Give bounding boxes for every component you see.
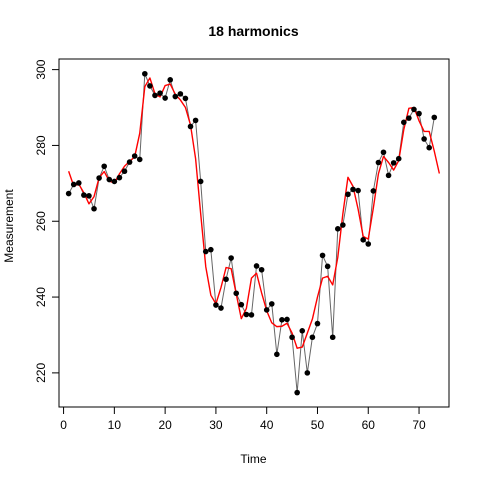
observed-point <box>228 255 234 261</box>
observed-point <box>253 263 260 269</box>
observed-point <box>243 311 250 318</box>
observed-point <box>279 317 285 323</box>
observed-point <box>238 301 245 308</box>
observed-point <box>406 115 412 121</box>
observed-point <box>65 190 72 197</box>
observed-point <box>111 178 118 185</box>
observed-point <box>340 222 346 228</box>
observed-point <box>121 168 128 175</box>
observed-point <box>187 123 194 130</box>
x-tick-label: 20 <box>158 418 172 432</box>
observed-point <box>233 290 240 297</box>
y-tick-label: 220 <box>34 363 48 383</box>
observed-point <box>263 307 270 313</box>
x-tick-label: 0 <box>60 418 67 432</box>
observed-point <box>70 181 77 188</box>
observed-point <box>294 389 300 396</box>
observed-point <box>314 320 321 327</box>
y-tick-label: 240 <box>34 287 48 307</box>
observed-point <box>268 301 275 307</box>
observed-point <box>258 266 265 273</box>
observed-point <box>421 136 427 142</box>
observed-point <box>81 192 87 198</box>
observed-point <box>142 70 148 77</box>
observed-point <box>202 248 209 255</box>
x-axis-title: Time <box>240 452 267 466</box>
series-layer <box>65 70 441 396</box>
y-tick-label: 280 <box>34 135 48 155</box>
observed-point <box>152 92 158 99</box>
observed-point <box>116 174 123 181</box>
observed-point <box>101 163 107 170</box>
observed-point <box>395 155 402 162</box>
observed-point <box>131 153 138 159</box>
observed-point <box>345 191 351 198</box>
observed-point <box>162 95 168 101</box>
x-tick-label: 50 <box>311 418 325 432</box>
observed-point <box>375 159 382 166</box>
observed-point <box>126 159 133 165</box>
observed-point <box>334 226 341 232</box>
observed-point <box>213 302 219 308</box>
y-axis: 220 240 260 280 300 <box>34 59 60 383</box>
observed-point <box>380 149 387 156</box>
y-tick-label: 260 <box>34 211 48 231</box>
observed-point <box>147 83 153 89</box>
observed-point <box>177 91 184 97</box>
observed-point <box>248 312 255 318</box>
observed-point <box>329 334 336 341</box>
observed-point <box>350 186 356 193</box>
observed-point <box>289 334 295 341</box>
observed-point <box>167 77 174 83</box>
observed-point <box>431 114 438 121</box>
observed-point <box>370 188 377 194</box>
observed-point <box>96 175 102 181</box>
observed-point <box>411 106 417 113</box>
observed-point <box>197 178 204 185</box>
observed-series-line <box>68 73 435 393</box>
observed-point <box>319 252 326 259</box>
observed-point <box>284 316 290 323</box>
x-tick-label: 30 <box>209 418 223 432</box>
observed-point <box>106 176 113 183</box>
plot-frame <box>58 58 450 408</box>
x-tick-label: 10 <box>108 418 122 432</box>
observed-point <box>304 370 311 376</box>
observed-point <box>157 90 163 96</box>
observed-point <box>401 119 407 126</box>
observed-point <box>309 334 316 341</box>
observed-point <box>426 144 432 151</box>
fitted-series-line <box>67 77 441 349</box>
observed-point <box>91 205 97 212</box>
y-tick-label: 300 <box>34 59 48 79</box>
observed-point <box>182 95 189 102</box>
observed-point <box>355 187 361 194</box>
observed-point <box>208 246 214 253</box>
x-tick-label: 40 <box>260 418 274 432</box>
observed-point <box>385 172 392 179</box>
observed-point <box>86 193 92 199</box>
observed-point <box>274 351 280 358</box>
observed-point <box>360 237 366 243</box>
x-tick-label: 60 <box>362 418 376 432</box>
x-axis: 0 10 20 30 40 50 60 70 <box>60 406 426 432</box>
observed-point <box>299 328 306 334</box>
observed-point <box>192 117 199 124</box>
observed-point <box>172 93 179 100</box>
observed-point <box>324 263 331 270</box>
observed-point <box>76 180 82 186</box>
observed-point <box>223 276 229 283</box>
y-axis-title: Measurement <box>2 189 16 263</box>
x-tick-label: 70 <box>412 418 426 432</box>
observed-point <box>136 156 143 163</box>
chart-title: 18 harmonics <box>208 23 298 39</box>
observed-point <box>416 110 422 117</box>
observed-point <box>218 305 224 311</box>
observed-point <box>365 241 372 247</box>
observed-point <box>390 160 397 166</box>
